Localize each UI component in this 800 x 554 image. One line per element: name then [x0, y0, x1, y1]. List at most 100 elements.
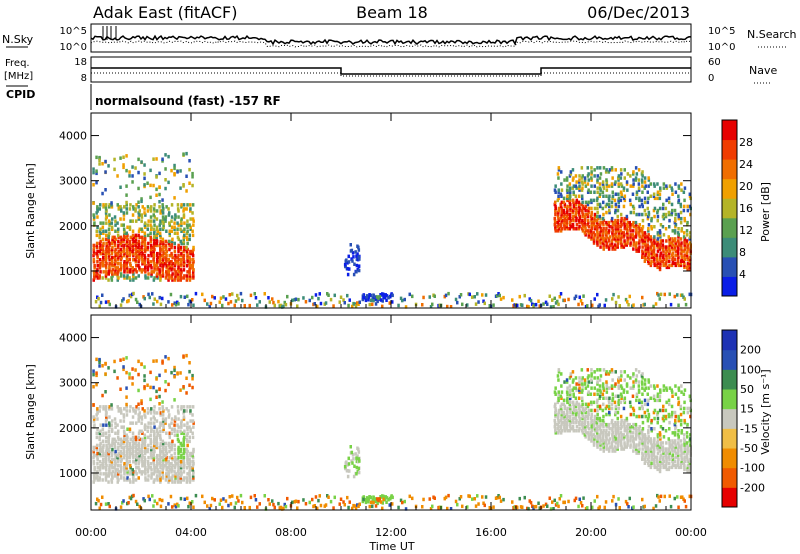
power-cell [625, 216, 629, 221]
power-cell [554, 206, 557, 211]
velocity-cell [580, 396, 584, 400]
velocity-cell [614, 404, 618, 409]
velocity-cell [646, 445, 650, 449]
velocity-cell [623, 441, 626, 445]
velocity-cell [557, 504, 560, 509]
velocity-cell [168, 476, 171, 480]
power-cell [599, 245, 602, 249]
velocity-cell [593, 429, 597, 433]
velocity-cell [635, 443, 638, 447]
velocity-cell [182, 415, 186, 419]
power-cell [128, 245, 131, 250]
velocity-cell [134, 368, 137, 372]
power-cell [99, 239, 102, 244]
velocity-cell [143, 425, 147, 429]
velocity-cell [673, 422, 677, 427]
velocity-cell [647, 378, 650, 382]
power-cell [107, 249, 110, 254]
y-tick-label: 3000 [59, 175, 87, 188]
power-cell [656, 265, 659, 270]
power-cell [132, 276, 135, 280]
velocity-cell [677, 457, 680, 461]
power-cell [431, 302, 434, 307]
power-cell [167, 268, 170, 272]
velocity-colorbar-swatch [722, 349, 737, 370]
velocity-cell [557, 396, 560, 400]
velocity-cell [661, 445, 665, 449]
power-cell [641, 204, 644, 209]
power-cell [643, 200, 647, 205]
power-cell [635, 190, 639, 194]
power-cell [619, 239, 623, 243]
velocity-cell [635, 398, 638, 403]
power-cell [111, 255, 114, 260]
velocity-cell [617, 400, 620, 405]
velocity-cell [638, 414, 641, 419]
power-cell [357, 264, 360, 269]
velocity-cell [116, 460, 120, 464]
power-cell [670, 212, 673, 217]
velocity-cell [149, 409, 152, 413]
velocity-cell [183, 449, 186, 454]
velocity-cell [111, 437, 114, 442]
power-cell [98, 155, 101, 160]
velocity-cell [126, 501, 129, 506]
n-sky-tick-top: 10^5 [60, 26, 87, 37]
velocity-cell [665, 457, 668, 461]
power-cell [421, 303, 424, 307]
velocity-cell [189, 478, 192, 482]
power-cell [614, 218, 617, 223]
power-cell [182, 213, 186, 217]
velocity-cell [656, 412, 659, 417]
velocity-cell [614, 370, 617, 374]
velocity-cell [110, 405, 113, 409]
power-cell [102, 255, 105, 260]
velocity-cell [179, 462, 183, 466]
velocity-cell [169, 494, 173, 499]
velocity-cell [622, 390, 626, 394]
velocity-cell [134, 435, 138, 440]
velocity-cell [665, 459, 668, 463]
power-cell [573, 296, 576, 301]
velocity-cell [583, 416, 587, 421]
velocity-cell [180, 455, 183, 460]
power-cell [116, 245, 120, 250]
power-cell [376, 295, 379, 299]
power-cell [92, 217, 96, 221]
velocity-cell [574, 404, 578, 409]
power-cell [554, 208, 557, 213]
power-cell [170, 241, 174, 246]
velocity-cell [602, 445, 605, 449]
velocity-cell [152, 385, 155, 390]
velocity-cell [150, 445, 153, 450]
power-cell [182, 203, 186, 207]
velocity-cell [629, 437, 632, 441]
velocity-cell [583, 378, 587, 382]
velocity-cell [132, 476, 135, 480]
power-cell [137, 233, 140, 238]
velocity-cell [95, 373, 98, 378]
power-cell [649, 239, 653, 243]
power-cell [213, 296, 216, 300]
power-cell [187, 302, 190, 307]
velocity-cell [350, 450, 354, 455]
power-cell [655, 257, 659, 261]
power-cell [411, 294, 414, 299]
velocity-cell [120, 411, 123, 415]
power-cell [668, 225, 671, 229]
velocity-cell [581, 420, 584, 425]
velocity-cell [587, 390, 590, 394]
velocity-cell [117, 409, 120, 413]
power-cell [623, 216, 626, 221]
power-cell [598, 194, 601, 198]
velocity-cell [167, 409, 170, 413]
velocity-cell [523, 495, 526, 500]
power-cell [589, 198, 593, 203]
power-cell [617, 184, 621, 188]
velocity-cell [557, 429, 561, 433]
power-cell [590, 225, 594, 229]
velocity-cell [661, 441, 665, 445]
power-cell [596, 196, 599, 201]
velocity-cell [560, 390, 564, 394]
power-cell [168, 274, 171, 278]
